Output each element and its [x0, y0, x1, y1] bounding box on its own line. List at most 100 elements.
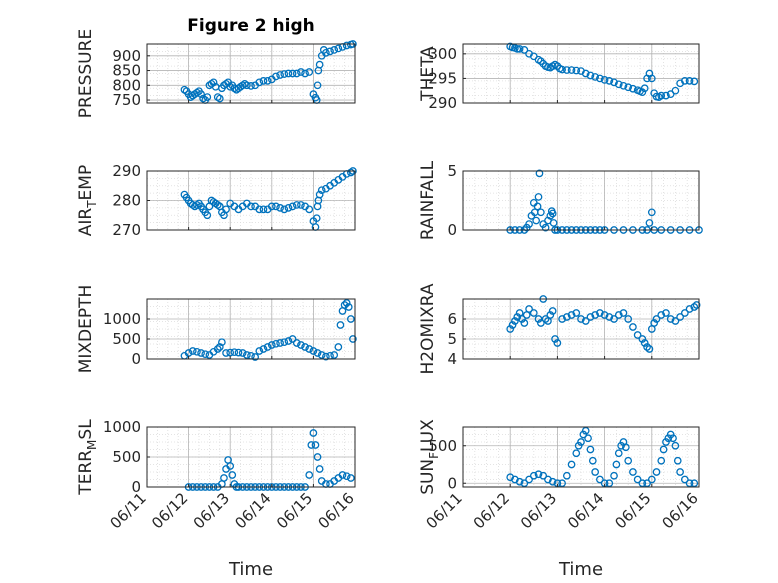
data-point: [529, 199, 538, 207]
data-point: [197, 349, 205, 357]
data-point: [673, 456, 682, 465]
data-point: [652, 468, 661, 476]
data-point: [610, 78, 618, 87]
data-point: [338, 471, 347, 479]
data-point: [600, 76, 609, 84]
data-point: [600, 311, 609, 319]
data-point: [685, 479, 694, 488]
data-point: [666, 315, 675, 323]
y-tick-label: 750: [112, 91, 141, 109]
data-point: [305, 68, 314, 76]
data-point: [629, 468, 637, 476]
y-tick-label: 280: [112, 192, 141, 210]
data-point: [535, 169, 544, 178]
data-point: [292, 69, 301, 78]
x-tick-label: 06/14: [564, 489, 607, 532]
data-point: [638, 335, 647, 343]
data-point: [322, 48, 330, 57]
data-point: [272, 339, 280, 348]
data-point: [251, 353, 260, 361]
x-tick-label: 06/12: [148, 489, 191, 532]
data-point: [280, 205, 289, 214]
data-point: [586, 445, 595, 454]
data-point: [234, 348, 243, 357]
data-point: [242, 351, 251, 359]
data-point: [255, 347, 264, 355]
data-point: [647, 208, 656, 217]
axes-box: [462, 43, 700, 104]
data-point: [657, 456, 666, 465]
data-point: [513, 313, 522, 321]
data-point: [553, 339, 562, 347]
y-tick-label: 500: [112, 330, 141, 348]
y-axis-label: AIRTEMP: [76, 165, 99, 236]
data-point: [340, 301, 349, 309]
data-point: [645, 345, 654, 353]
data-point: [605, 313, 614, 321]
y-axis-label: RAINFALL: [418, 160, 438, 240]
data-point: [292, 201, 301, 209]
data-point: [690, 303, 699, 311]
data-point: [546, 311, 555, 319]
data-point: [537, 208, 545, 217]
data-point: [680, 77, 689, 85]
y-axis-label: MIXDEPTH: [76, 285, 96, 374]
data-point: [605, 479, 614, 488]
data-point: [669, 434, 677, 443]
data-point: [344, 303, 353, 311]
data-point: [572, 309, 581, 317]
data-point: [645, 219, 654, 227]
data-point: [284, 337, 293, 345]
data-point: [525, 305, 533, 313]
data-point: [334, 343, 343, 351]
y-axis-label: PRESSURE: [76, 29, 96, 118]
data-point: [621, 443, 630, 452]
data-point: [529, 471, 538, 480]
data-point: [629, 84, 637, 93]
data-point: [203, 93, 212, 101]
data-point: [193, 347, 201, 356]
data-point: [638, 479, 647, 488]
data-point: [518, 315, 526, 323]
data-point: [596, 74, 604, 83]
data-point: [520, 319, 529, 327]
data-point: [276, 339, 284, 347]
x-tick-label: 06/13: [517, 489, 560, 532]
data-point: [572, 66, 581, 75]
data-point: [315, 465, 324, 473]
subplot-mixdepth: 0 500 1000 MIXDEPTH: [76, 285, 357, 374]
axes-box: [146, 298, 356, 360]
data-point: [647, 74, 656, 83]
data-point: [537, 319, 545, 327]
data-point: [346, 315, 355, 323]
data-point: [259, 77, 268, 85]
data-point: [305, 471, 314, 479]
data-point: [315, 190, 324, 199]
data-point: [567, 311, 576, 319]
data-point: [508, 321, 517, 329]
data-point: [330, 351, 339, 359]
data-point: [213, 345, 222, 353]
data-point: [215, 343, 224, 351]
data-point: [242, 81, 251, 90]
chart-title: Figure 2 high: [187, 16, 315, 36]
y-tick-label: 0: [131, 350, 141, 368]
data-point: [203, 211, 212, 220]
subplot-rainfall: 0 5 RAINFALL: [418, 160, 703, 240]
data-point: [548, 307, 557, 315]
data-point: [226, 348, 235, 357]
data-point: [633, 331, 642, 339]
data-point: [263, 77, 272, 85]
data-point: [297, 341, 305, 349]
data-point: [276, 204, 284, 212]
data-point: [313, 349, 322, 357]
y-tick-label: 0: [447, 474, 457, 492]
data-point: [313, 81, 322, 90]
data-point: [619, 309, 628, 317]
data-point: [633, 475, 642, 484]
data-point: [326, 47, 334, 56]
data-point: [288, 202, 297, 211]
data-point: [581, 426, 590, 435]
data-point: [624, 456, 633, 465]
